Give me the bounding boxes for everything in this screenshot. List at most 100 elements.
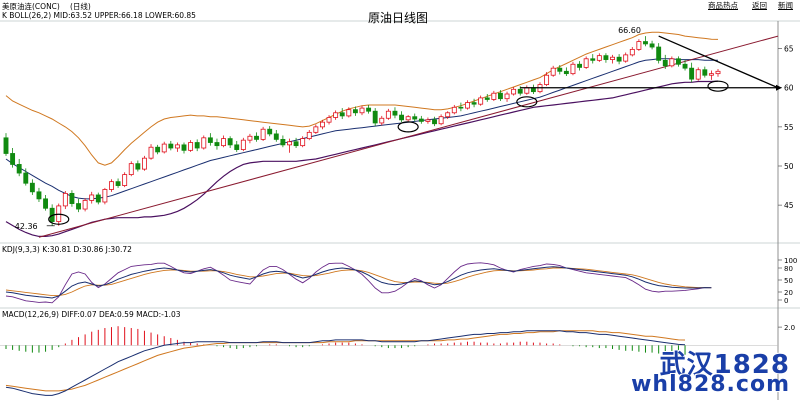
candle-up bbox=[359, 107, 365, 114]
candle-down bbox=[115, 181, 121, 186]
candle-down bbox=[181, 144, 187, 151]
kdj-axis-tick-label: 100 bbox=[784, 257, 797, 265]
candle-up bbox=[313, 126, 319, 133]
candle-up bbox=[320, 121, 325, 128]
candle-up bbox=[610, 56, 615, 60]
news-link[interactable]: 新闻 bbox=[778, 1, 793, 10]
candle-down bbox=[16, 164, 22, 174]
candle-up bbox=[201, 137, 207, 149]
candle-up bbox=[102, 189, 108, 203]
candle-up bbox=[695, 69, 701, 80]
candle-down bbox=[339, 112, 345, 117]
price-axis-tick-label: 55 bbox=[784, 123, 794, 132]
candle-up bbox=[260, 128, 266, 140]
candle-down bbox=[227, 138, 233, 146]
back-link[interactable]: 返回 bbox=[752, 1, 767, 10]
candle-up bbox=[333, 112, 339, 118]
candle-down bbox=[563, 70, 569, 75]
candle-down bbox=[168, 143, 174, 149]
candle-down bbox=[214, 142, 220, 147]
candle-down bbox=[293, 141, 299, 147]
boll-lower-line bbox=[5, 80, 719, 237]
candle-up bbox=[161, 143, 167, 153]
arrow-head bbox=[776, 84, 782, 91]
candle-down bbox=[656, 46, 662, 61]
candle-up bbox=[511, 88, 517, 95]
high-price-annotation: 66.60 bbox=[618, 26, 641, 35]
candle-up bbox=[326, 117, 332, 123]
candle-down bbox=[616, 56, 622, 62]
candle-down bbox=[458, 106, 464, 109]
candle-up bbox=[122, 174, 128, 186]
candle-up bbox=[128, 163, 134, 176]
candle-up bbox=[570, 63, 576, 75]
candle-up bbox=[425, 119, 431, 122]
candle-up bbox=[636, 41, 642, 50]
candle-up bbox=[188, 142, 194, 151]
candle-up bbox=[240, 139, 246, 150]
candle-down bbox=[418, 118, 424, 122]
candle-down bbox=[643, 41, 648, 45]
price-axis-tick-label: 60 bbox=[784, 84, 794, 93]
price-axis-tick-label: 50 bbox=[784, 162, 794, 171]
candle-down bbox=[682, 63, 688, 69]
candle-up bbox=[629, 48, 635, 56]
candle-down bbox=[254, 135, 259, 140]
hot-commodities-link[interactable]: 商品热点 bbox=[708, 1, 738, 10]
macd-dea-line bbox=[5, 330, 686, 392]
pullback-ellipse bbox=[48, 213, 70, 225]
candle-down bbox=[471, 102, 477, 105]
candle-up bbox=[708, 73, 714, 76]
candle-down bbox=[557, 67, 563, 72]
candle-down bbox=[590, 58, 596, 61]
candle-down bbox=[280, 138, 286, 146]
candle-up bbox=[524, 87, 530, 94]
candle-up bbox=[623, 54, 629, 62]
candle-down bbox=[194, 142, 200, 149]
candle-down bbox=[10, 153, 16, 165]
kdj-k-line bbox=[5, 266, 712, 299]
candle-down bbox=[76, 203, 81, 210]
kdj-axis-tick-label: 50 bbox=[784, 277, 793, 285]
macd-header: MACD(12,26,9) DIFF:0.07 DEA:0.59 MACD:-1… bbox=[2, 310, 181, 319]
candle-up bbox=[300, 138, 306, 147]
candle-down bbox=[3, 137, 9, 154]
candle-down bbox=[95, 194, 101, 203]
descending-line bbox=[658, 35, 779, 89]
candle-down bbox=[69, 192, 75, 204]
candle-down bbox=[603, 55, 609, 60]
candle-down bbox=[372, 110, 378, 124]
candle-up bbox=[438, 116, 444, 125]
watermark-line2: whl828.com bbox=[631, 372, 790, 397]
candle-down bbox=[702, 69, 708, 76]
candle-up bbox=[491, 92, 497, 100]
pullback-ellipse bbox=[707, 80, 729, 92]
kdj-axis-tick-label: 0 bbox=[784, 297, 788, 305]
candle-up bbox=[109, 181, 114, 190]
candle-up bbox=[346, 109, 352, 117]
candle-down bbox=[689, 67, 695, 80]
candle-up bbox=[379, 117, 385, 124]
candle-up bbox=[465, 102, 470, 109]
pullback-ellipse bbox=[397, 121, 419, 133]
candle-up bbox=[62, 192, 68, 207]
candle-down bbox=[399, 114, 404, 121]
candle-down bbox=[484, 97, 490, 100]
candle-up bbox=[544, 74, 550, 86]
candle-down bbox=[432, 119, 437, 125]
macd-diff-line bbox=[5, 330, 686, 396]
candle-up bbox=[504, 93, 510, 100]
candle-down bbox=[23, 172, 29, 184]
candle-up bbox=[306, 131, 312, 140]
candle-down bbox=[366, 107, 372, 112]
kdj-d-line bbox=[5, 267, 712, 297]
macd-axis-tick-label: 2.0 bbox=[784, 324, 795, 332]
watermark-line1: 武汉1828 bbox=[659, 350, 790, 380]
candle-down bbox=[273, 133, 279, 140]
candle-up bbox=[550, 67, 556, 76]
kdj-j-line bbox=[5, 262, 712, 304]
candle-down bbox=[649, 43, 655, 48]
kdj-axis-tick-label: 80 bbox=[784, 265, 793, 273]
